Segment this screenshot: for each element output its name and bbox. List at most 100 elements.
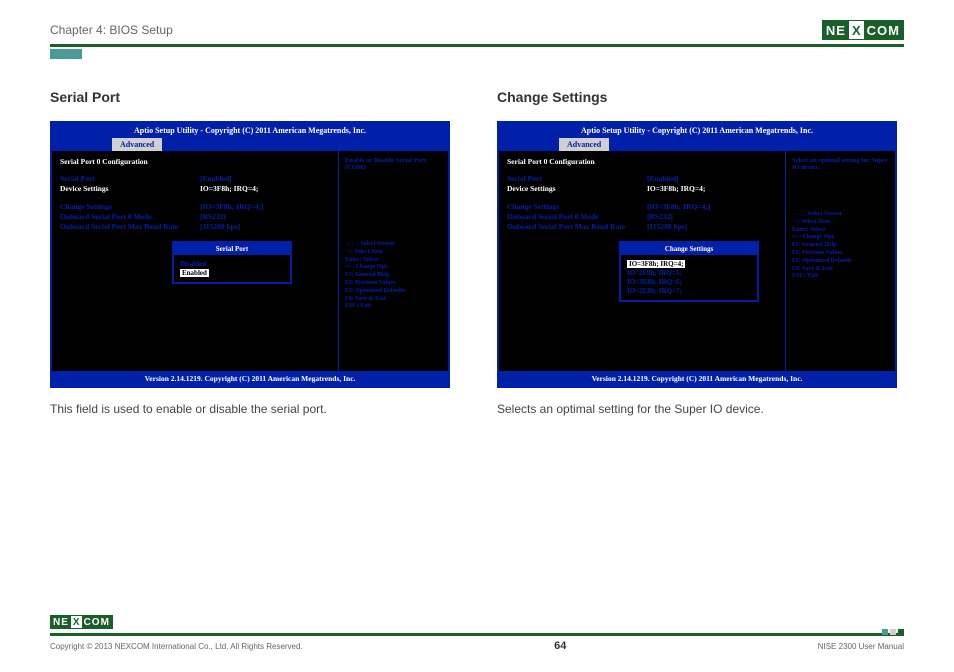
bios-tab-advanced: Advanced: [559, 138, 609, 151]
bios-row-label: Change Settings: [507, 202, 647, 211]
bios-help-keys: →←: Select Screen↑↓: Select ItemEnter: S…: [792, 211, 889, 281]
bios-hint: Enable or Disable Serial Port (COM): [345, 157, 442, 171]
popup-title: Serial Port: [174, 243, 290, 255]
bios-row-label: Onboard Serial Port 0 Mode: [60, 212, 200, 221]
chapter-title: Chapter 4: BIOS Setup: [50, 23, 173, 37]
bios-row: Change Settings[IO=3F8h; IRQ=4;]: [507, 202, 777, 211]
bios-row: Onboard Serial Port Max Baud Rate[115200…: [60, 222, 330, 231]
page: Chapter 4: BIOS Setup NE X COM Serial Po…: [0, 0, 954, 416]
header-tab-marker: [50, 49, 82, 59]
bios-body: Serial Port 0 Configuration Serial Port[…: [499, 151, 895, 371]
bios-row-label: Onboard Serial Port Max Baud Rate: [507, 222, 647, 231]
header-row: Chapter 4: BIOS Setup NE X COM: [50, 20, 904, 40]
bios-row-value: [IO=3F8h; IRQ=4;]: [647, 202, 710, 211]
bios-row: Serial Port[Enabled]: [507, 174, 777, 183]
popup-option[interactable]: IO=2E8h; IRQ=7;: [627, 287, 751, 295]
footer-logo-wrap: NE X COM: [50, 615, 904, 629]
caption-right: Selects an optimal setting for the Super…: [497, 402, 904, 416]
bios-row: Serial Port[Enabled]: [60, 174, 330, 183]
bios-row-value: [Enabled]: [200, 174, 232, 183]
popup-option[interactable]: IO=3E8h; IRQ=6;: [627, 278, 751, 286]
bios-popup: Serial Port DisabledEnabled: [172, 241, 292, 284]
bios-tabs: Advanced: [499, 138, 895, 151]
help-key-line: ↑↓: Select Item: [345, 249, 442, 257]
bios-header: Aptio Setup Utility - Copyright (C) 2011…: [499, 123, 895, 138]
page-footer: NE X COM Copyright © 2013 NEXCOM Interna…: [50, 615, 904, 652]
help-key-line: F2: Previous Values: [792, 250, 889, 258]
bios-tab-advanced: Advanced: [112, 138, 162, 151]
bios-row-value: [Enabled]: [647, 174, 679, 183]
help-key-line: ESC: Exit: [792, 273, 889, 281]
bios-row-value: [RS232]: [647, 212, 673, 221]
bios-row: Onboard Serial Port 0 Mode[RS232]: [507, 212, 777, 221]
help-key-line: F2: Previous Values: [345, 280, 442, 288]
help-key-line: →←: Select Screen: [345, 241, 442, 249]
bios-row-label: Device Settings: [60, 184, 200, 193]
right-column: Change Settings Aptio Setup Utility - Co…: [497, 89, 904, 416]
bios-row-value: IO=3F8h; IRQ=4;: [647, 184, 705, 193]
bios-main: Serial Port 0 Configuration Serial Port[…: [52, 151, 338, 371]
bios-section-label: Serial Port 0 Configuration: [507, 157, 777, 166]
popup-option[interactable]: IO=2F8h; IRQ=3;: [627, 269, 751, 277]
bios-row-label: Onboard Serial Port 0 Mode: [507, 212, 647, 221]
bios-side: Enable or Disable Serial Port (COM) →←: …: [338, 151, 448, 371]
bios-row: Device SettingsIO=3F8h; IRQ=4;: [507, 184, 777, 193]
footer-divider: [50, 633, 904, 636]
bios-row: Change Settings[IO=3F8h; IRQ=4;]: [60, 202, 330, 211]
help-key-line: F3: Optimized Defaults: [345, 288, 442, 296]
bios-row-value: [IO=3F8h; IRQ=4;]: [200, 202, 263, 211]
bios-popup: Change Settings IO=3F8h; IRQ=4;IO=2F8h; …: [619, 241, 759, 302]
page-number: 64: [554, 640, 566, 652]
popup-option[interactable]: Disabled: [180, 260, 284, 268]
bios-screen-left: Aptio Setup Utility - Copyright (C) 2011…: [50, 121, 450, 388]
copyright-text: Copyright © 2013 NEXCOM International Co…: [50, 642, 303, 651]
bios-help-keys: →←: Select Screen↑↓: Select ItemEnter: S…: [345, 241, 442, 311]
content-columns: Serial Port Aptio Setup Utility - Copyri…: [50, 89, 904, 416]
help-key-line: →←: Select Screen: [792, 211, 889, 219]
bios-header: Aptio Setup Utility - Copyright (C) 2011…: [52, 123, 448, 138]
help-key-line: ESC: Exit: [345, 303, 442, 311]
section-title-left: Serial Port: [50, 89, 457, 105]
bios-row-label: Device Settings: [507, 184, 647, 193]
bios-row-label: Serial Port: [60, 174, 200, 183]
bios-row-value: [RS232]: [200, 212, 226, 221]
bios-hint: Select an optimal setting for Super IO d…: [792, 157, 889, 171]
bios-row: Onboard Serial Port 0 Mode[RS232]: [60, 212, 330, 221]
section-title-right: Change Settings: [497, 89, 904, 105]
manual-name: NISE 2300 User Manual: [818, 642, 904, 651]
square-icon: [890, 629, 896, 635]
square-icon: [898, 629, 904, 635]
bios-row-value: [115200 bps]: [200, 222, 240, 231]
popup-option[interactable]: IO=3F8h; IRQ=4;: [627, 260, 751, 268]
help-key-line: F1: General Help: [345, 272, 442, 280]
bios-main: Serial Port 0 Configuration Serial Port[…: [499, 151, 785, 371]
square-icon: [882, 629, 888, 635]
help-key-line: +/-: Change Opt.: [792, 234, 889, 242]
nexcom-logo: NE X COM: [822, 20, 904, 40]
bios-row: Onboard Serial Port Max Baud Rate[115200…: [507, 222, 777, 231]
header-divider: [50, 44, 904, 47]
bios-footer: Version 2.14.1219. Copyright (C) 2011 Am…: [52, 371, 448, 386]
help-key-line: F3: Optimized Defaults: [792, 258, 889, 266]
bios-row-label: Change Settings: [60, 202, 200, 211]
bios-row-value: IO=3F8h; IRQ=4;: [200, 184, 258, 193]
help-key-line: F4: Save & Exit: [345, 296, 442, 304]
help-key-line: ↑↓: Select Item: [792, 219, 889, 227]
nexcom-logo-footer: NE X COM: [50, 615, 113, 629]
bios-section-label: Serial Port 0 Configuration: [60, 157, 330, 166]
footer-squares: [880, 629, 904, 635]
popup-option[interactable]: Enabled: [180, 269, 284, 277]
caption-left: This field is used to enable or disable …: [50, 402, 457, 416]
bios-screen-right: Aptio Setup Utility - Copyright (C) 2011…: [497, 121, 897, 388]
footer-row: Copyright © 2013 NEXCOM International Co…: [50, 640, 904, 652]
help-key-line: F1: General Help: [792, 242, 889, 250]
bios-row: Device SettingsIO=3F8h; IRQ=4;: [60, 184, 330, 193]
help-key-line: Enter: Select: [345, 257, 442, 265]
bios-body: Serial Port 0 Configuration Serial Port[…: [52, 151, 448, 371]
bios-row-value: [115200 bps]: [647, 222, 687, 231]
left-column: Serial Port Aptio Setup Utility - Copyri…: [50, 89, 457, 416]
help-key-line: +/-: Change Opt.: [345, 264, 442, 272]
popup-title: Change Settings: [621, 243, 757, 255]
help-key-line: Enter: Select: [792, 227, 889, 235]
bios-footer: Version 2.14.1219. Copyright (C) 2011 Am…: [499, 371, 895, 386]
